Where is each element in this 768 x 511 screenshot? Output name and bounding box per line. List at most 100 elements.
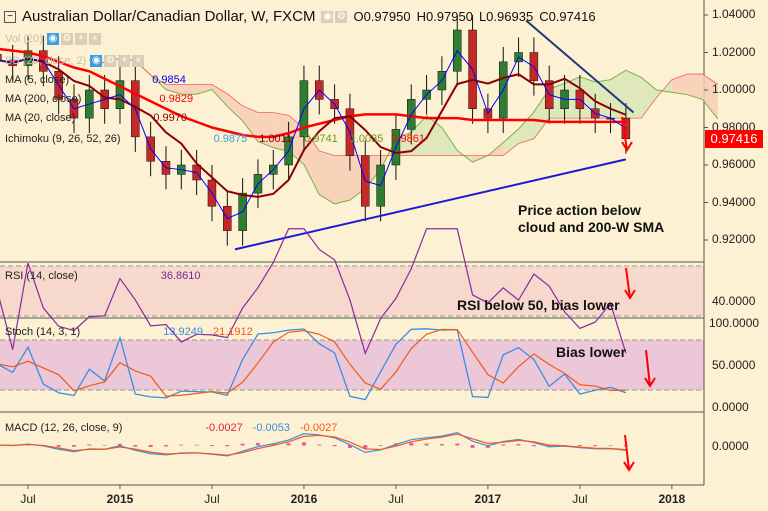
time-axis-label: 2015 xyxy=(106,492,134,506)
ohlc-open: O0.97950 xyxy=(353,9,411,24)
price-axis-label: 1.00000 xyxy=(712,82,756,96)
legend-stoch-label: Stoch (14, 3, 1) xyxy=(5,326,81,338)
plus-icon[interactable]: + xyxy=(74,33,87,45)
legend-ma5-value: 0.9854 xyxy=(152,74,186,86)
down-arrow-icon xyxy=(624,434,630,471)
price-axis-label: 1.04000 xyxy=(712,7,756,21)
ichimoku-cloud xyxy=(503,128,519,156)
macd-histogram-bar xyxy=(409,442,414,446)
ma20-line xyxy=(0,57,627,198)
stoch-axis-0: 0.0000 xyxy=(712,400,749,414)
down-arrow-icon xyxy=(623,461,635,472)
time-axis-label: 2018 xyxy=(658,492,686,506)
legend-macd-hist: -0.0027 xyxy=(205,422,243,434)
legend-ma5-label: MA (5, close) xyxy=(5,74,70,86)
ichimoku-kijun: 1.0011 xyxy=(259,133,293,145)
macd-histogram-bar xyxy=(133,445,138,447)
legend-ma200[interactable]: MA (200, close) 0.9829 xyxy=(5,93,193,105)
legend-vol[interactable]: Vol (20) ◉ ⚙ + × xyxy=(5,33,101,45)
macd-histogram-bar xyxy=(332,445,337,447)
price-axis-label: 0.96000 xyxy=(712,157,756,171)
ichimoku-cloud xyxy=(242,105,258,142)
ichimoku-cloud xyxy=(411,115,427,156)
macd-histogram-bar xyxy=(56,445,61,447)
ohlc-high: H0.97950 xyxy=(416,9,473,24)
visibility-icon[interactable]: ◉ xyxy=(321,10,334,23)
legend-bb[interactable]: BB (20, close, 2) ◉ ⚙ + × xyxy=(5,55,145,67)
macd-histogram-bar xyxy=(209,445,214,446)
legend-macd[interactable]: MACD (12, 26, close, 9) -0.0027 -0.0053 -0.… xyxy=(5,422,337,434)
collapse-icon[interactable]: − xyxy=(4,10,16,23)
macd-histogram-bar xyxy=(255,443,260,446)
legend-macd-label: MACD (12, 26, close, 9) xyxy=(5,422,123,434)
legend-rsi-value: 36.8610 xyxy=(160,270,201,282)
ichimoku-cloud xyxy=(165,84,182,95)
gear-icon[interactable]: ⚙ xyxy=(104,55,117,67)
time-axis-label: Jul xyxy=(20,492,36,506)
macd-histogram-bar xyxy=(547,445,552,448)
legend-stoch[interactable]: Stoch (14, 3, 1) 13.9249 21.1912 xyxy=(5,326,253,338)
macd-histogram-bar xyxy=(623,445,628,447)
chart-title: Australian Dollar/Canadian Dollar, W, FX… xyxy=(22,8,316,25)
rsi-line xyxy=(0,228,627,356)
price-axis-label: 0.92000 xyxy=(712,232,756,246)
stoch-d-line xyxy=(0,328,626,397)
visibility-icon[interactable]: ◉ xyxy=(46,33,59,45)
price-axis-label: 1.02000 xyxy=(712,44,756,59)
stoch-axis-100: 100.0000 xyxy=(709,316,760,330)
candle xyxy=(0,54,2,61)
legend-stoch-d: 21.1912 xyxy=(212,326,253,338)
legend-macd-value: -0.0053 xyxy=(252,422,290,434)
legend-ma5[interactable]: MA (5, close) 0.9854 xyxy=(5,74,186,86)
stoch-k-line xyxy=(0,328,627,401)
macd-histogram-bar xyxy=(301,442,306,446)
ichimoku-cloud xyxy=(181,84,197,95)
ichimoku-cloud xyxy=(227,93,243,121)
legend-ma200-label: MA (200, close) xyxy=(5,93,82,105)
ichimoku-span-b: 0.9861 xyxy=(391,133,426,145)
ohlc-low: L0.96935 xyxy=(478,9,534,24)
close-icon[interactable]: × xyxy=(132,55,145,67)
ichimoku-cloud xyxy=(641,77,657,119)
macd-histogram-bar xyxy=(608,445,613,446)
close-icon[interactable]: × xyxy=(88,33,101,45)
macd-histogram-bar xyxy=(194,444,199,446)
support-trendline xyxy=(234,158,627,251)
down-arrow-icon xyxy=(621,141,633,152)
macd-histogram-bar xyxy=(531,445,536,447)
down-arrow-icon xyxy=(621,116,628,151)
legend-bb-label: BB (20, close, 2) xyxy=(5,55,87,67)
macd-histogram-bar xyxy=(485,445,490,448)
ichimoku-tenkan: 0.9875 xyxy=(213,133,248,145)
ma200-line xyxy=(0,47,626,139)
gear-icon[interactable]: ⚙ xyxy=(335,10,348,23)
legend-ma20-label: MA (20, close) xyxy=(5,112,76,124)
stoch-band xyxy=(0,340,704,390)
macd-histogram-bar xyxy=(225,445,230,447)
legend-ma20-value: 0.9970 xyxy=(153,112,187,124)
legend-rsi[interactable]: RSI (14, close) 36.8610 xyxy=(5,270,201,282)
price-axis-label: 0.94000 xyxy=(712,194,756,209)
plus-icon[interactable]: + xyxy=(118,55,131,67)
macd-axis-label: 0.0000 xyxy=(712,439,749,453)
legend-ichimoku-label: Ichimoku (9, 26, 52, 26) xyxy=(5,133,121,145)
macd-histogram-bar xyxy=(87,444,92,446)
macd-histogram-bar xyxy=(347,445,352,449)
time-axis-label: 2017 xyxy=(474,492,502,506)
ichimoku-cloud xyxy=(319,150,335,204)
legend-rsi-label: RSI (14, close) xyxy=(5,270,78,282)
ma5-line xyxy=(0,49,627,220)
macd-histogram-bar xyxy=(317,444,322,446)
gear-icon[interactable]: ⚙ xyxy=(60,33,73,45)
ichimoku-cloud xyxy=(687,74,703,100)
rsi-axis-label: 40.0000 xyxy=(712,294,756,308)
visibility-icon[interactable]: ◉ xyxy=(90,55,103,67)
macd-histogram-bar xyxy=(148,445,153,447)
ohlc-close: C0.97416 xyxy=(539,9,596,24)
legend-ichimoku[interactable]: Ichimoku (9, 26, 52, 26) 0.9875 1.0011 0… xyxy=(5,133,425,145)
legend-ma20[interactable]: MA (20, close) 0.9970 xyxy=(5,112,187,124)
annotation-price: Price action below cloud and 200-W SMA xyxy=(518,202,665,235)
macd-histogram-bar xyxy=(577,445,582,447)
